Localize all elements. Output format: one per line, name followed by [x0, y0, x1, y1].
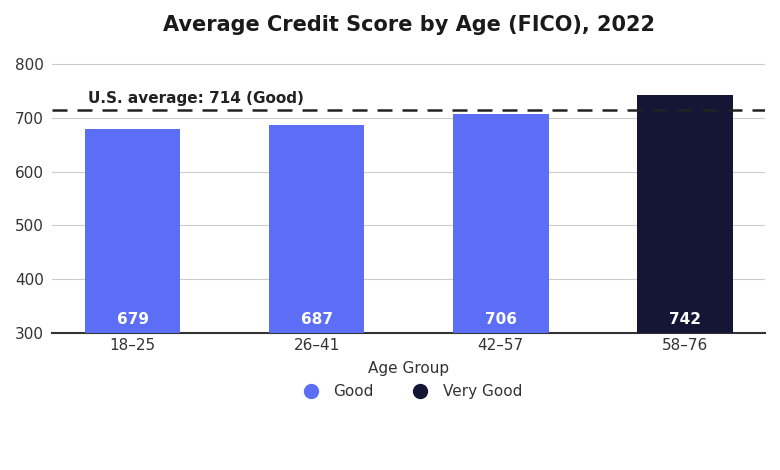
Bar [637, 95, 732, 333]
Bar [85, 129, 180, 333]
Title: Average Credit Score by Age (FICO), 2022: Average Credit Score by Age (FICO), 2022 [163, 15, 654, 35]
X-axis label: Age Group: Age Group [368, 361, 449, 376]
Text: 742: 742 [668, 312, 700, 327]
Bar [269, 125, 364, 333]
Text: 706: 706 [484, 312, 516, 327]
Text: 687: 687 [300, 312, 332, 327]
Legend: Good, Very Good: Good, Very Good [289, 378, 528, 406]
Bar [453, 115, 548, 333]
Text: U.S. average: 714 (Good): U.S. average: 714 (Good) [88, 91, 304, 106]
Text: 679: 679 [116, 312, 148, 327]
